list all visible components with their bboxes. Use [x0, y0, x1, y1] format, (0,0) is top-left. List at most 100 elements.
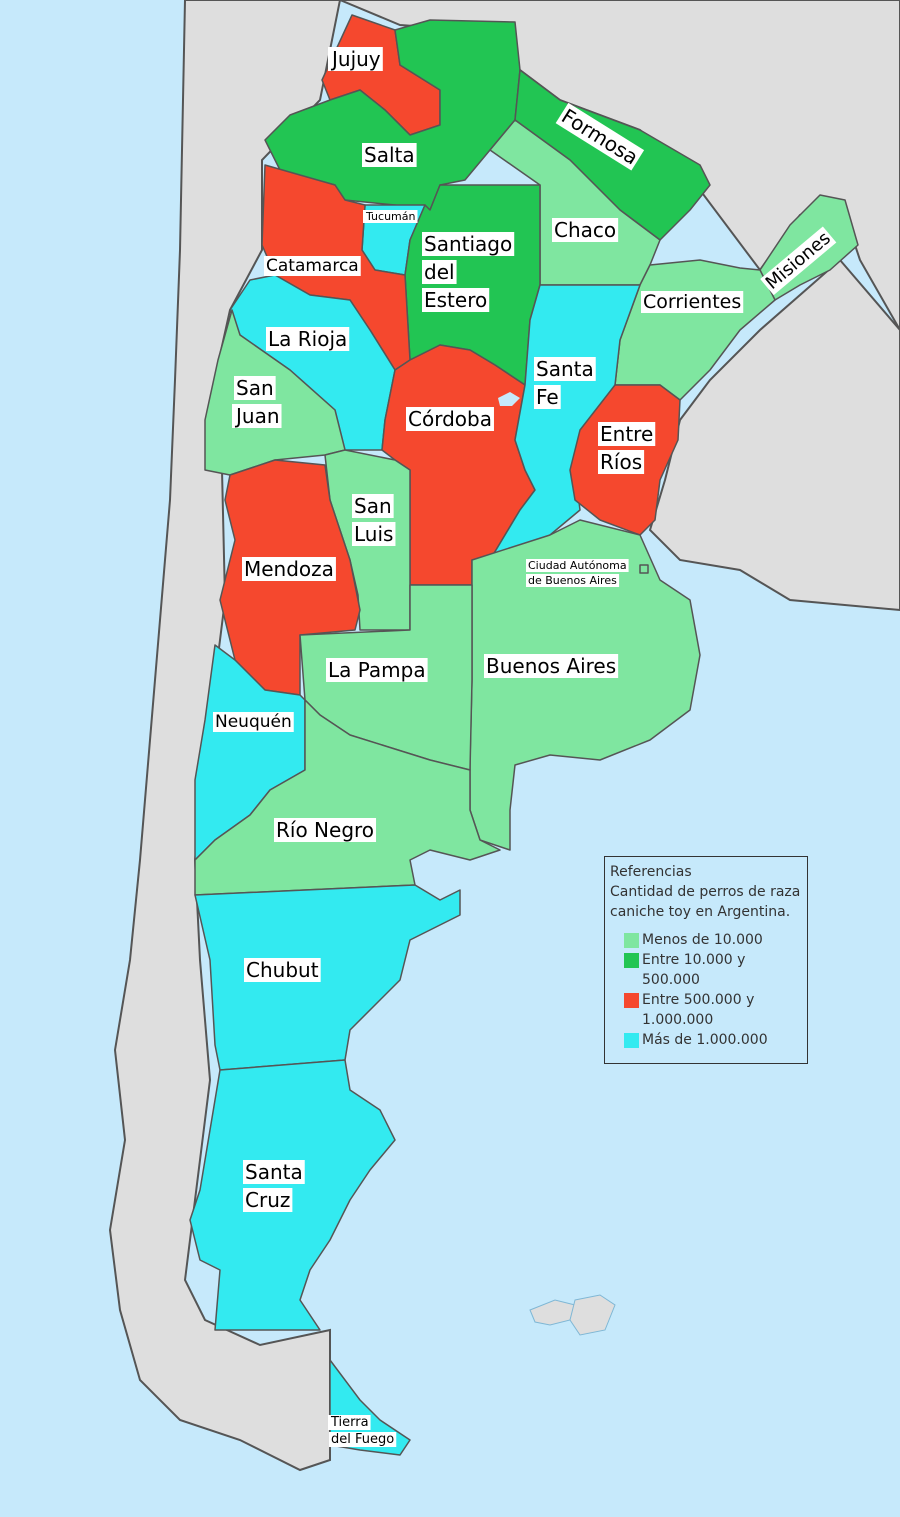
label-corrientes-line-0: Corrientes — [643, 291, 741, 313]
label-rio-negro: Río Negro — [274, 818, 377, 842]
legend-label-top: Más de 1.000.000 — [642, 1032, 768, 1048]
label-entre-rios-line-0: Entre — [600, 422, 653, 446]
label-la-pampa: La Pampa — [326, 658, 428, 682]
label-san-luis-line-0: San — [354, 494, 392, 518]
label-la-rioja: La Rioja — [266, 327, 350, 351]
label-neuquen-line-0: Neuquén — [215, 712, 292, 732]
legend-label-high: Entre 500.000 y 1.000.000 — [642, 992, 755, 1028]
label-cordoba-line-0: Córdoba — [408, 407, 492, 431]
label-mendoza-line-0: Mendoza — [244, 557, 334, 581]
neighbor-countries — [108, 0, 900, 1472]
label-tucuman-line-0: Tucumán — [365, 210, 415, 223]
legend-swatch-low — [624, 933, 639, 948]
label-tierra-del-fuego: Tierra del Fuego — [328, 1415, 397, 1447]
label-background — [555, 102, 645, 171]
legend-item-high: Entre 500.000 y 1.000.000 — [624, 990, 803, 1030]
label-background — [243, 1188, 293, 1212]
label-tierra-del-fuego-line-1: del Fuego — [331, 1432, 394, 1447]
label-background — [352, 494, 394, 518]
lakes — [498, 392, 520, 406]
label-background — [362, 143, 417, 167]
label-background — [406, 407, 494, 431]
legend-swatch-high — [624, 993, 639, 1008]
province-rio-negro[interactable] — [194, 699, 501, 896]
label-background — [243, 1160, 305, 1184]
label-la-pampa-line-0: La Pampa — [328, 658, 426, 682]
label-tucuman: Tucumán — [363, 210, 418, 223]
label-jujuy-line-0: Jujuy — [330, 47, 381, 71]
province-caba[interactable] — [639, 564, 649, 574]
legend: Referencias Cantidad de perros de raza c… — [604, 856, 808, 1064]
label-catamarca-line-0: Catamarca — [266, 256, 359, 276]
label-santa-cruz-line-1: Cruz — [245, 1188, 290, 1212]
label-santa-fe-line-0: Santa — [536, 357, 594, 381]
label-background — [326, 658, 428, 682]
label-salta: Salta — [362, 143, 417, 167]
label-background — [526, 574, 620, 587]
label-jujuy: Jujuy — [328, 47, 383, 71]
label-caba: Ciudad Autónoma de Buenos Aires — [526, 559, 629, 587]
label-santiago-line-2: Estero — [424, 288, 487, 312]
label-background — [422, 232, 515, 256]
label-neuquen: Neuquén — [213, 712, 294, 732]
label-corrientes: Corrientes — [641, 291, 744, 313]
label-santiago-line-1: del — [424, 260, 455, 284]
label-santa-fe: Santa Fe — [534, 357, 596, 409]
label-catamarca: Catamarca — [264, 256, 361, 276]
label-chaco-line-0: Chaco — [554, 218, 616, 242]
label-entre-rios: Entre Ríos — [598, 422, 656, 474]
label-la-rioja-line-0: La Rioja — [268, 327, 347, 351]
label-background — [598, 450, 645, 474]
label-cordoba: Córdoba — [406, 407, 494, 431]
label-san-luis-line-1: Luis — [354, 522, 393, 546]
label-background — [484, 654, 619, 678]
label-background — [242, 557, 336, 581]
label-san-luis: San Luis — [352, 494, 396, 546]
label-salta-line-0: Salta — [364, 143, 415, 167]
label-background — [363, 210, 418, 223]
label-background — [266, 327, 350, 351]
label-background — [422, 288, 490, 312]
label-background — [274, 818, 377, 842]
label-background — [552, 218, 619, 242]
legend-items: Menos de 10.000 Entre 10.000 y 500.000 E… — [610, 930, 803, 1050]
label-background — [329, 1432, 397, 1447]
label-caba-line-1: de Buenos Aires — [528, 574, 617, 587]
label-santa-cruz-line-0: Santa — [245, 1160, 303, 1184]
legend-label-low: Menos de 10.000 — [642, 932, 763, 948]
label-background — [213, 712, 294, 732]
mar-chiquita-lake — [498, 392, 520, 406]
label-background — [526, 559, 629, 572]
label-background — [534, 385, 561, 409]
legend-swatch-mid — [624, 953, 639, 968]
label-background — [534, 357, 596, 381]
label-background — [328, 47, 383, 71]
label-buenos-aires-line-0: Buenos Aires — [486, 654, 616, 678]
legend-description: Cantidad de perros de raza caniche toy e… — [610, 884, 801, 920]
label-chubut: Chubut — [244, 958, 321, 982]
label-background — [760, 226, 837, 296]
malvinas-islands — [529, 1294, 616, 1336]
legend-item-mid: Entre 10.000 y 500.000 — [624, 950, 803, 990]
label-rio-negro-line-0: Río Negro — [276, 818, 374, 842]
label-entre-rios-line-1: Ríos — [600, 450, 642, 474]
province-chubut[interactable] — [194, 884, 461, 1071]
label-background — [352, 522, 396, 546]
legend-title: Referencias — [610, 864, 692, 880]
label-background — [264, 256, 361, 276]
label-chubut-line-0: Chubut — [246, 958, 319, 982]
label-background — [234, 376, 276, 400]
legend-item-low: Menos de 10.000 — [624, 930, 803, 950]
label-santiago-line-0: Santiago — [424, 232, 512, 256]
label-chaco: Chaco — [552, 218, 619, 242]
label-santa-cruz: Santa Cruz — [243, 1160, 305, 1212]
legend-item-top: Más de 1.000.000 — [624, 1030, 803, 1050]
label-santiago: Santiago del Estero — [422, 232, 515, 312]
label-background — [422, 260, 457, 284]
label-background — [244, 958, 321, 982]
label-san-juan-line-0: San — [236, 376, 274, 400]
label-buenos-aires: Buenos Aires — [484, 654, 619, 678]
province-santa-cruz[interactable] — [189, 1059, 396, 1331]
